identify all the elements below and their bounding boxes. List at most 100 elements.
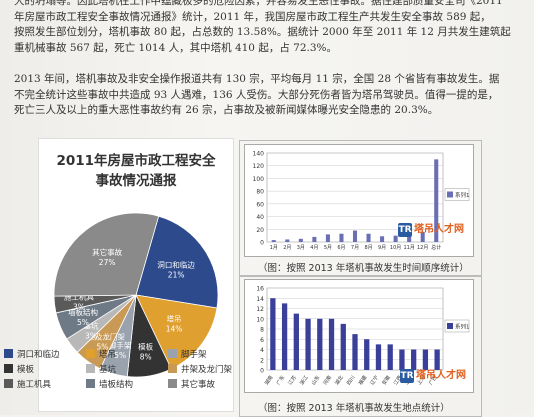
bar (293, 313, 299, 370)
y-tick-label: 4 (260, 347, 264, 354)
legend-label: 其它事故 (181, 379, 216, 390)
y-tick-label: 0 (260, 368, 264, 375)
x-tick-label: 10月 (390, 245, 401, 251)
location-bar-chart: 0246810121416湖南广东江苏浙江山东河南湖北四川福建辽宁安徽江西北京上… (256, 286, 469, 387)
legend-swatch (168, 379, 177, 388)
legend-swatch (86, 364, 95, 373)
x-tick-label: 广东 (275, 374, 286, 386)
x-tick-label: 总计 (431, 244, 441, 251)
pie-slice-percent: 21% (168, 271, 185, 280)
legend-item: 施工机具 (4, 378, 86, 390)
legend-swatch (447, 323, 453, 329)
y-tick-label: 140 (253, 151, 265, 158)
y-tick-label: 60 (256, 201, 264, 208)
x-tick-label: 12月 (417, 245, 428, 251)
bar (387, 344, 393, 370)
legend-swatch (168, 364, 177, 373)
pie-slice-percent: 5% (96, 343, 108, 352)
x-tick-label: 广西 (427, 374, 438, 386)
x-tick-label: 安徽 (380, 374, 391, 386)
x-tick-label: 湖南 (263, 374, 274, 386)
legend-swatch (4, 379, 13, 388)
legend-item: 井架及龙门架 (168, 363, 250, 375)
x-tick-label: 8月 (364, 245, 372, 251)
pie-slice-label: 井架及龙门架 (80, 332, 125, 342)
bar (366, 233, 371, 242)
legend-item: 塔吊 (86, 348, 168, 360)
legend-row: 洞口和临边 塔吊 脚手架 (4, 346, 254, 361)
pie-slice-percent: 8% (140, 353, 152, 362)
x-tick-label: 6月 (337, 245, 345, 251)
y-tick-label: 12 (256, 306, 264, 313)
pie-slice-percent: 5% (77, 318, 89, 327)
y-tick-label: 10 (256, 316, 264, 323)
legend-label: 脚手架 (181, 349, 207, 360)
bar (317, 318, 323, 370)
y-tick-label: 8 (260, 327, 264, 334)
x-tick-label: 河南 (322, 374, 333, 386)
legend-swatch (86, 379, 95, 388)
x-tick-label: 9月 (378, 245, 386, 251)
bar (407, 234, 412, 242)
x-tick-label: 四川 (346, 375, 357, 387)
y-tick-label: 80 (256, 189, 264, 196)
pie-legend: 洞口和临边 塔吊 脚手架 模板 基坑 井架及龙门架 施工机具 墙板结构 其它事故 (4, 346, 254, 391)
legend-label: 墙板结构 (99, 379, 134, 390)
bar (281, 303, 288, 370)
bar (270, 298, 276, 370)
legend-item: 墙板结构 (86, 378, 168, 390)
y-tick-label: 100 (253, 176, 265, 183)
x-tick-label: 4月 (310, 245, 318, 251)
bar (375, 344, 382, 370)
legend-item: 其它事故 (168, 378, 250, 390)
x-tick-label: 江西 (392, 374, 403, 386)
watermark-2: TR 塔吊人才网 (400, 366, 466, 383)
para1-line: 重机械事故 567 起，死亡 1014 人，其中塔机 410 起，占 72.3%… (14, 41, 338, 54)
pie-slice-percent: 3% (73, 303, 85, 312)
bar (411, 349, 417, 370)
chart1-frame (239, 140, 482, 276)
pie-chart-title-line-2: 事故情况通报 (95, 173, 177, 189)
x-tick-label: 11月 (403, 245, 414, 251)
para2-line: 2013 年间，塔机事故及非安全操作报道共有 130 宗，平均每月 11 宗，全… (14, 73, 500, 85)
monthly-bar-chart-box: 0 20 40 60 80 100 120 140 1月 2月 3月 4月 5月 6月 7月 8月 9月 10月 1… (244, 144, 474, 257)
x-tick-label: 浙江 (298, 374, 309, 386)
watermark-1: TR 塔吊人才网 (398, 220, 464, 237)
x-tick-label: 3月 (297, 245, 305, 251)
bar (285, 239, 290, 242)
y-tick-label: 40 (256, 214, 264, 221)
legend-item: 模板 (4, 363, 86, 375)
watermark-logo: TR (398, 223, 412, 237)
pie-chart-title-line-1: 2011年房屋市政工程安全 (56, 153, 216, 169)
paragraph-2: 2013 年间，塔机事故及非安全操作报道共有 130 宗，平均每月 11 宗，全… (14, 72, 520, 119)
legend-label: 系列1 (455, 191, 470, 199)
pie-slice-label: 施工机具 (64, 292, 94, 302)
chart1-caption: （图：按照 2013 年塔机事故发生时间顺序统计） (258, 263, 469, 274)
x-tick-label: 1月 (270, 245, 278, 251)
y-tick-label: 120 (253, 163, 265, 170)
watermark-text: 塔吊人才网 (414, 224, 464, 235)
y-tick-label: 6 (260, 337, 264, 344)
pie-slice-label: 脚手架 (109, 340, 132, 350)
bar (352, 334, 358, 370)
para2-line: 不完全统计这些事故中共造成 93 人遇难，136 人受伤。大部分死伤者皆为塔吊驾… (14, 88, 499, 101)
legend-label: 塔吊 (99, 349, 117, 360)
y-tick-label: 16 (256, 286, 264, 293)
bar (271, 240, 276, 242)
x-tick-label: 湖北 (333, 374, 344, 386)
chart2-caption: （图：按照 2013 年塔机事故发生地点统计） (258, 403, 450, 414)
pie-slice-percent: 14% (166, 324, 183, 333)
legend-swatch (4, 349, 13, 358)
pie-slice-percent: 5% (114, 351, 126, 360)
bar (364, 339, 370, 370)
pie-slice (53, 212, 160, 297)
bar (422, 349, 429, 370)
pie-slice-label: 模板 (138, 342, 153, 352)
bar (434, 159, 439, 242)
pie-chart-card: 2011年房屋市政工程安全 事故情况通报 洞口和临边 21% 塔吊 14% 模板 8% 脚手… (38, 138, 234, 412)
bar (399, 349, 405, 370)
legend-label: 井架及龙门架 (181, 364, 233, 375)
legend-label: 基坑 (99, 364, 117, 375)
pie-slice-label: 墙板结构 (68, 307, 98, 317)
